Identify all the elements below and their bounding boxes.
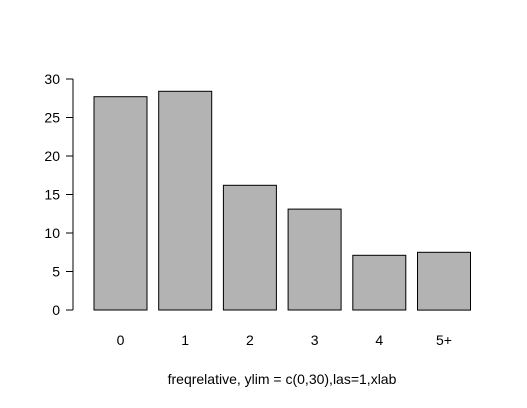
bar-4 [352, 254, 407, 311]
y-axis: 0 5 10 15 20 25 30 [44, 71, 74, 318]
x-tick-label-5+: 5+ [436, 332, 452, 348]
y-tick-label-5: 5 [52, 264, 60, 280]
bars-group [93, 90, 471, 311]
x-tick-label-2: 2 [246, 332, 254, 348]
y-tick-label-30: 30 [44, 71, 60, 87]
x-tick-label-0: 0 [117, 332, 125, 348]
x-tick-label-3: 3 [311, 332, 319, 348]
bar-2 [222, 184, 277, 311]
x-tick-label-1: 1 [181, 332, 189, 348]
bar-1 [158, 90, 213, 311]
bar-0 [93, 96, 148, 311]
bar-3 [287, 208, 342, 311]
x-axis-label: freqrelative, ylim = c(0,30),las=1,xlab [168, 371, 397, 387]
y-tick-label-20: 20 [44, 148, 60, 164]
x-tick-label-4: 4 [375, 332, 383, 348]
y-tick-label-10: 10 [44, 225, 60, 241]
y-tick-label-25: 25 [44, 110, 60, 126]
y-tick-label-0: 0 [52, 302, 60, 318]
bar-5+ [417, 251, 471, 311]
x-axis-labels: 0 1 2 3 4 5+ [117, 332, 452, 348]
y-tick-label-15: 15 [44, 187, 60, 203]
